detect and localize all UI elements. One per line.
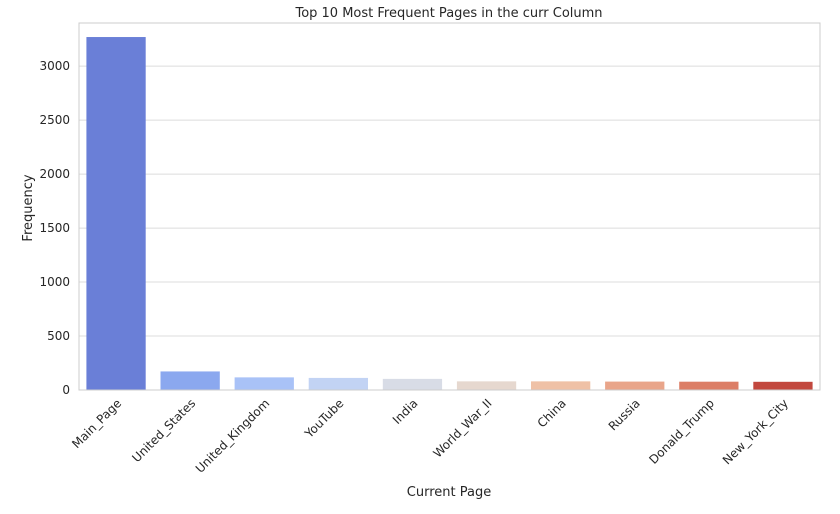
y-tick-label: 3000 [39,59,70,73]
bar-india [382,378,443,390]
x-tick-label: United_States [129,396,198,465]
bar-youtube [308,377,368,390]
plot-frame [78,22,821,391]
bar-donald-trump [679,381,739,390]
bar-world-war-ii [456,381,517,390]
bar-united-states [160,371,220,390]
grid-lines [79,65,820,391]
bar-main-page [86,37,146,391]
bars [86,37,813,391]
y-tick-label: 500 [47,329,70,343]
y-axis-ticks: 0 500 1000 1500 2000 2500 3000 [39,59,70,397]
x-tick-label: India [390,396,421,427]
x-tick-label: Donald_Trump [646,396,717,467]
y-tick-label: 0 [62,383,70,397]
y-tick-label: 2500 [39,113,70,127]
x-tick-label: United_Kingdom [193,396,273,476]
y-tick-label: 1000 [39,275,70,289]
x-tick-label: World_War_II [430,396,494,460]
x-tick-label: YouTube [301,396,346,441]
chart-title: Top 10 Most Frequent Pages in the curr C… [294,6,602,21]
x-tick-label: New_York_City [720,396,791,467]
y-tick-label: 2000 [39,167,70,181]
x-tick-label: Main_Page [69,396,124,451]
y-axis-label: Frequency [21,174,36,241]
bar-russia [605,381,665,390]
x-tick-label: Russia [606,396,643,433]
bar-united-kingdom [234,377,294,390]
bar-china [531,381,591,390]
x-tick-label: China [535,396,569,430]
y-tick-label: 1500 [39,221,70,235]
x-axis-label: Current Page [407,485,491,500]
bar-new-york-city [753,381,813,390]
